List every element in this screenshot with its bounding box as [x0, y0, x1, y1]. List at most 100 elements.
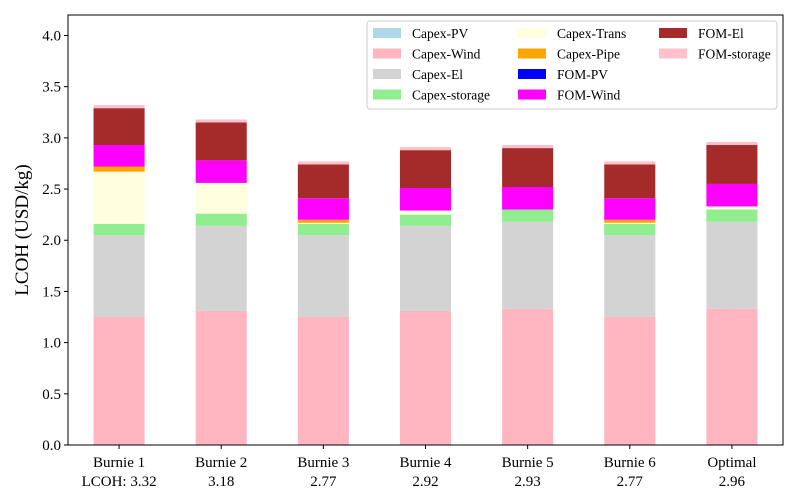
bar-segment-capex-el-2 [195, 225, 247, 311]
bar-segment-capex-trans-7 [706, 206, 758, 210]
x-tick-lcoh-label: 2.77 [617, 474, 644, 490]
bar-segment-fom-storage-1 [93, 105, 145, 109]
bar-segment-fom-el-4 [399, 150, 452, 189]
x-tick-label: Burnie 2 [195, 455, 247, 471]
bar-segment-fom-el-3 [297, 164, 349, 199]
legend-label-capex-el: Capex-El [412, 67, 463, 82]
bar-segment-capex-el-4 [399, 225, 452, 311]
legend-swatch-fom-pv [518, 69, 546, 79]
x-tick-lcoh-label: 3.18 [208, 474, 234, 490]
axes-layer: 0.0 0.5 1.0 1.5 2.0 2.5 3.0 3.5 4.0 Burnie 1 LCOH:… [42, 14, 784, 490]
legend-swatch-fom-wind [518, 89, 546, 100]
x-tick-lcoh-label: LCOH: 3.32 [82, 474, 157, 490]
y-tick-label: 2.0 [42, 233, 61, 249]
legend-swatch-capex-trans [518, 28, 546, 38]
legend-label-fom-pv: FOM-PV [557, 67, 608, 82]
legend-label-capex-pv: Capex-PV [412, 26, 468, 41]
bar-segment-capex-storage-1 [93, 223, 145, 236]
bar-segment-capex-pipe-3 [297, 219, 349, 223]
bars-layer [93, 105, 758, 445]
legend-label-capex-wind: Capex-Wind [412, 47, 481, 62]
bar-segment-capex-storage-6 [604, 223, 656, 236]
legend-label-capex-trans: Capex-Trans [557, 26, 626, 41]
bar-segment-fom-wind-4 [399, 188, 452, 211]
legend-box [366, 20, 778, 110]
y-tick-label: 1.5 [42, 284, 61, 300]
bar-segment-fom-el-5 [502, 148, 554, 187]
y-tick-label: 3.5 [42, 80, 61, 96]
bar-segment-capex-wind-2 [195, 310, 247, 445]
legend-label-capex-pipe: Capex-Pipe [557, 47, 620, 62]
legend-swatch-fom-el [659, 28, 687, 38]
x-tick-label: Burnie 6 [604, 455, 657, 471]
bar-segment-capex-wind-5 [502, 308, 554, 445]
bar-segment-capex-trans-4 [399, 210, 452, 215]
y-tick-label: 0.0 [42, 438, 61, 454]
bar-segment-capex-wind-7 [706, 308, 758, 445]
x-tick-lcoh-label: 2.93 [515, 474, 541, 490]
legend-swatch-capex-pv [373, 28, 401, 38]
x-tick-label: Burnie 4 [399, 455, 452, 471]
bar-segment-fom-el-7 [706, 145, 758, 184]
y-axis-label: LCOH (USD/kg) [12, 164, 33, 295]
bar-segment-capex-trans-1 [93, 171, 145, 224]
bar-segment-fom-storage-5 [502, 145, 554, 149]
bar-segment-capex-pipe-1 [93, 166, 145, 172]
x-tick-lcoh-label: 2.96 [719, 474, 746, 490]
bar-segment-fom-el-2 [195, 122, 247, 161]
x-tick-lcoh-label: 2.92 [412, 474, 438, 490]
legend-label-fom-el: FOM-El [698, 26, 744, 41]
x-tick-label: Burnie 5 [502, 455, 554, 471]
y-tick-label: 2.5 [42, 182, 61, 198]
bar-segment-capex-storage-7 [706, 209, 758, 222]
bar-segment-capex-trans-2 [195, 182, 247, 214]
bar-segment-fom-storage-3 [297, 161, 349, 165]
legend-swatch-capex-el [373, 69, 401, 79]
bar-segment-fom-storage-4 [399, 147, 452, 151]
y-tick-label: 0.5 [42, 387, 61, 403]
bar-segment-fom-wind-3 [297, 198, 349, 220]
bar-segment-fom-wind-1 [93, 145, 145, 167]
bar-segment-fom-storage-2 [195, 119, 247, 123]
bar-segment-capex-pipe-6 [604, 219, 656, 223]
bar-segment-capex-storage-2 [195, 213, 247, 226]
bar-segment-capex-storage-4 [399, 214, 452, 226]
x-tick-label: Optimal [707, 455, 756, 471]
legend-swatch-capex-pipe [518, 48, 546, 59]
y-tick-label: 1.0 [42, 336, 61, 352]
bar-segment-capex-storage-5 [502, 209, 554, 222]
bar-segment-capex-el-1 [93, 235, 145, 318]
bar-segment-capex-wind-6 [604, 317, 656, 445]
bar-segment-fom-storage-6 [604, 161, 656, 165]
bar-segment-capex-el-3 [297, 235, 349, 318]
bar-segment-fom-wind-5 [502, 187, 554, 210]
legend-label-capex-storage: Capex-storage [412, 88, 490, 103]
bar-segment-capex-el-6 [604, 235, 656, 318]
x-tick-label: Burnie 3 [297, 455, 349, 471]
bar-segment-fom-storage-7 [706, 141, 758, 146]
bar-segment-fom-el-1 [93, 108, 145, 146]
legend-swatch-fom-storage [659, 48, 687, 59]
bar-segment-fom-wind-7 [706, 183, 758, 207]
bar-segment-capex-el-5 [502, 221, 554, 309]
bar-segment-fom-el-6 [604, 164, 656, 199]
legend-label-fom-storage: FOM-storage [698, 47, 771, 62]
bar-segment-capex-trans-3 [297, 222, 349, 224]
bar-segment-capex-wind-1 [93, 317, 145, 445]
bar-segment-fom-wind-2 [195, 160, 247, 183]
x-tick-label: Burnie 1 [93, 455, 145, 471]
legend-swatch-capex-storage [373, 89, 401, 100]
legend-swatch-capex-wind [373, 48, 401, 59]
bar-segment-capex-el-7 [706, 221, 758, 309]
bar-segment-capex-trans-6 [604, 222, 656, 224]
bar-segment-fom-wind-6 [604, 198, 656, 220]
y-tick-label: 3.0 [42, 131, 61, 147]
bar-segment-capex-storage-3 [297, 223, 349, 236]
bar-segment-capex-wind-4 [399, 310, 452, 445]
x-tick-lcoh-label: 2.77 [310, 474, 337, 490]
bar-segment-capex-wind-3 [297, 317, 349, 445]
legend: Capex-PV Capex-Wind Capex-El Capex-storage C… [366, 20, 778, 110]
legend-label-fom-wind: FOM-Wind [557, 88, 620, 103]
y-tick-label: 4.0 [42, 28, 61, 44]
